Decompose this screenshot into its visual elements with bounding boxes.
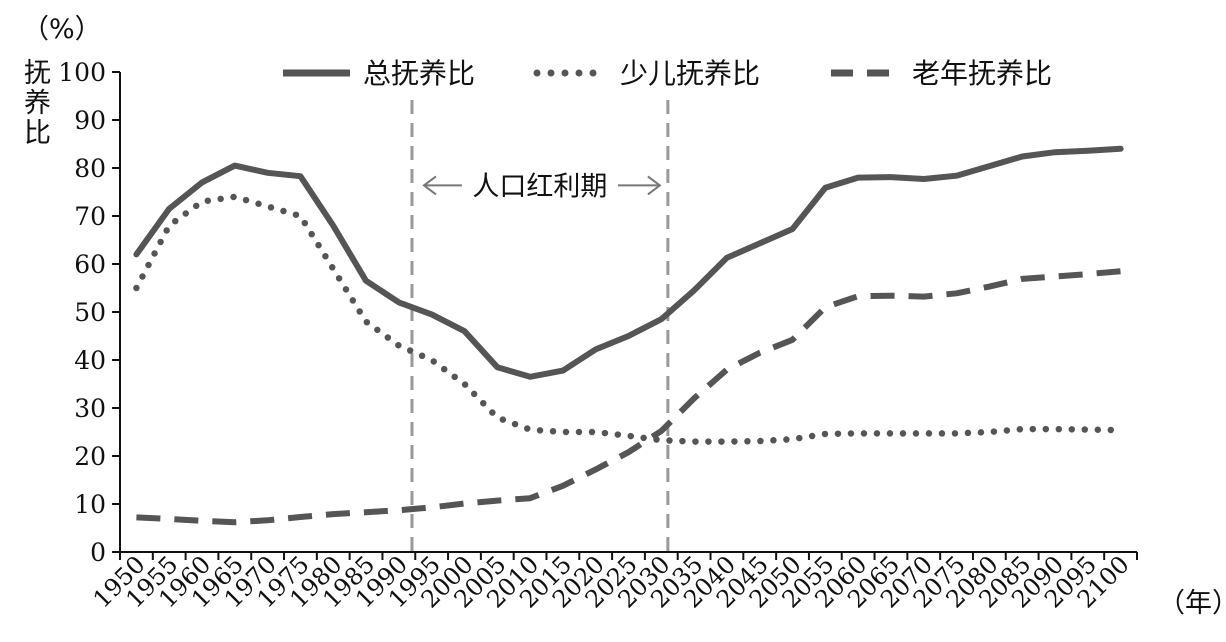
- y-tick-label: 20: [74, 442, 106, 471]
- legend-label-child: 少儿抚养比: [620, 57, 760, 90]
- y-tick-label: 100: [58, 58, 106, 87]
- series-line-1: [133, 145, 1124, 380]
- y-tick-label: 30: [74, 394, 106, 423]
- x-unit-label: （年）: [1158, 588, 1226, 619]
- series-line-2: [133, 193, 1124, 445]
- legend: 总抚养比 少儿抚养比 老年抚养比: [283, 57, 1052, 90]
- y-axis-title-char: 比: [24, 118, 51, 149]
- y-unit-label: （%）: [22, 14, 102, 45]
- arrowhead-left-icon: [422, 175, 437, 196]
- demographic-dividend-annotation: 人口红利期: [410, 100, 670, 552]
- series-line-3: [136, 268, 1121, 526]
- x-ticks: 1950195519601965197019751980198519901995…: [88, 550, 1138, 613]
- y-axis-title-char: 抚: [24, 58, 51, 89]
- y-tick-label: 40: [74, 346, 106, 375]
- y-ticks: 0 10 20 30 40 50 60 70 80 90 100: [58, 58, 120, 567]
- legend-label-elderly: 老年抚养比: [912, 57, 1052, 90]
- arrowhead-right-icon: [647, 175, 662, 196]
- y-axis-title-char: 养: [24, 88, 51, 119]
- legend-label-total: 总抚养比: [363, 57, 475, 90]
- period-label: 人口红利期: [472, 171, 607, 202]
- y-tick-label: 60: [74, 250, 106, 279]
- y-tick-label: 90: [74, 106, 106, 135]
- y-tick-label: 50: [74, 298, 106, 327]
- y-tick-label: 10: [74, 490, 106, 519]
- y-axis-title: 抚养比: [24, 58, 51, 149]
- y-tick-label: 70: [74, 202, 106, 231]
- y-tick-label: 0: [90, 538, 106, 567]
- y-tick-label: 80: [74, 154, 106, 183]
- series-lines: [133, 145, 1124, 526]
